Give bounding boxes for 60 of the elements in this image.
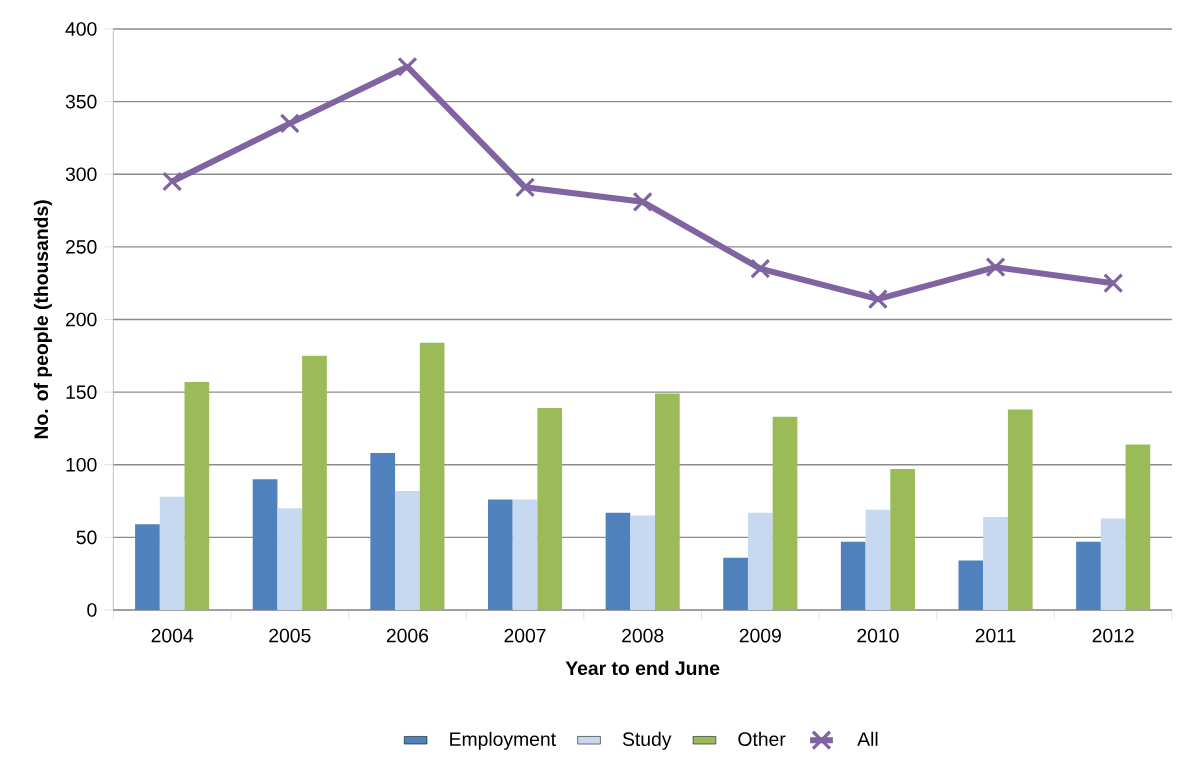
bar [1076, 541, 1101, 610]
bar [865, 509, 891, 610]
y-tick-label: 300 [65, 167, 97, 182]
x-tick-label: 2007 [504, 628, 546, 643]
bar [1125, 444, 1151, 610]
bar [772, 416, 798, 610]
bar [630, 515, 656, 610]
point [514, 177, 536, 198]
bar [184, 381, 210, 610]
bar [135, 524, 160, 610]
bar [487, 499, 513, 610]
legend-label: Study [622, 731, 672, 750]
bar [983, 517, 1008, 610]
point [632, 191, 653, 212]
bar [723, 557, 748, 610]
x-tick-label: 2010 [857, 628, 899, 643]
legend-label: Employment [450, 731, 556, 750]
y-tick-label: 250 [66, 240, 97, 254]
point [750, 258, 771, 279]
point [985, 257, 1006, 278]
bar [159, 496, 185, 610]
y-tick-label: 350 [65, 94, 97, 109]
y-tick-label: 150 [66, 385, 97, 399]
x-tick-label: 2008 [622, 628, 664, 643]
bar [252, 479, 278, 610]
y-tick-label: 100 [66, 457, 97, 472]
bar [512, 499, 538, 610]
bar [890, 469, 915, 610]
bar [277, 508, 303, 610]
bar [840, 541, 866, 610]
legend-label: Other [738, 731, 786, 746]
point [397, 56, 418, 77]
y-tick-label: 400 [65, 22, 97, 36]
bar [370, 453, 396, 610]
point [162, 171, 183, 192]
x-tick-label: 2004 [151, 628, 194, 643]
bar [1007, 409, 1033, 610]
x-tick-label: 2006 [386, 628, 429, 643]
point [867, 289, 889, 310]
bar [537, 408, 563, 610]
x-tick-label: 2009 [739, 628, 781, 643]
x-tick-label: 2012 [1092, 628, 1134, 643]
point [1103, 273, 1124, 294]
bar [302, 355, 327, 610]
x-axis-title: Year to end June [565, 660, 720, 676]
point [279, 113, 300, 134]
legend-label: All [857, 731, 878, 746]
y-tick-label: 50 [76, 530, 97, 545]
y-tick-label: 200 [66, 312, 97, 327]
y-tick-label: 0 [87, 603, 97, 617]
y-axis-title: No. of people (thousands) [33, 200, 52, 439]
x-tick-label: 2011 [975, 628, 1016, 643]
bar [419, 342, 445, 610]
bar [1100, 518, 1126, 610]
bar [395, 490, 420, 610]
bar [958, 560, 984, 610]
x-tick-label: 2005 [269, 628, 311, 643]
bar [605, 512, 631, 610]
bar [747, 512, 773, 610]
bar [655, 393, 680, 610]
